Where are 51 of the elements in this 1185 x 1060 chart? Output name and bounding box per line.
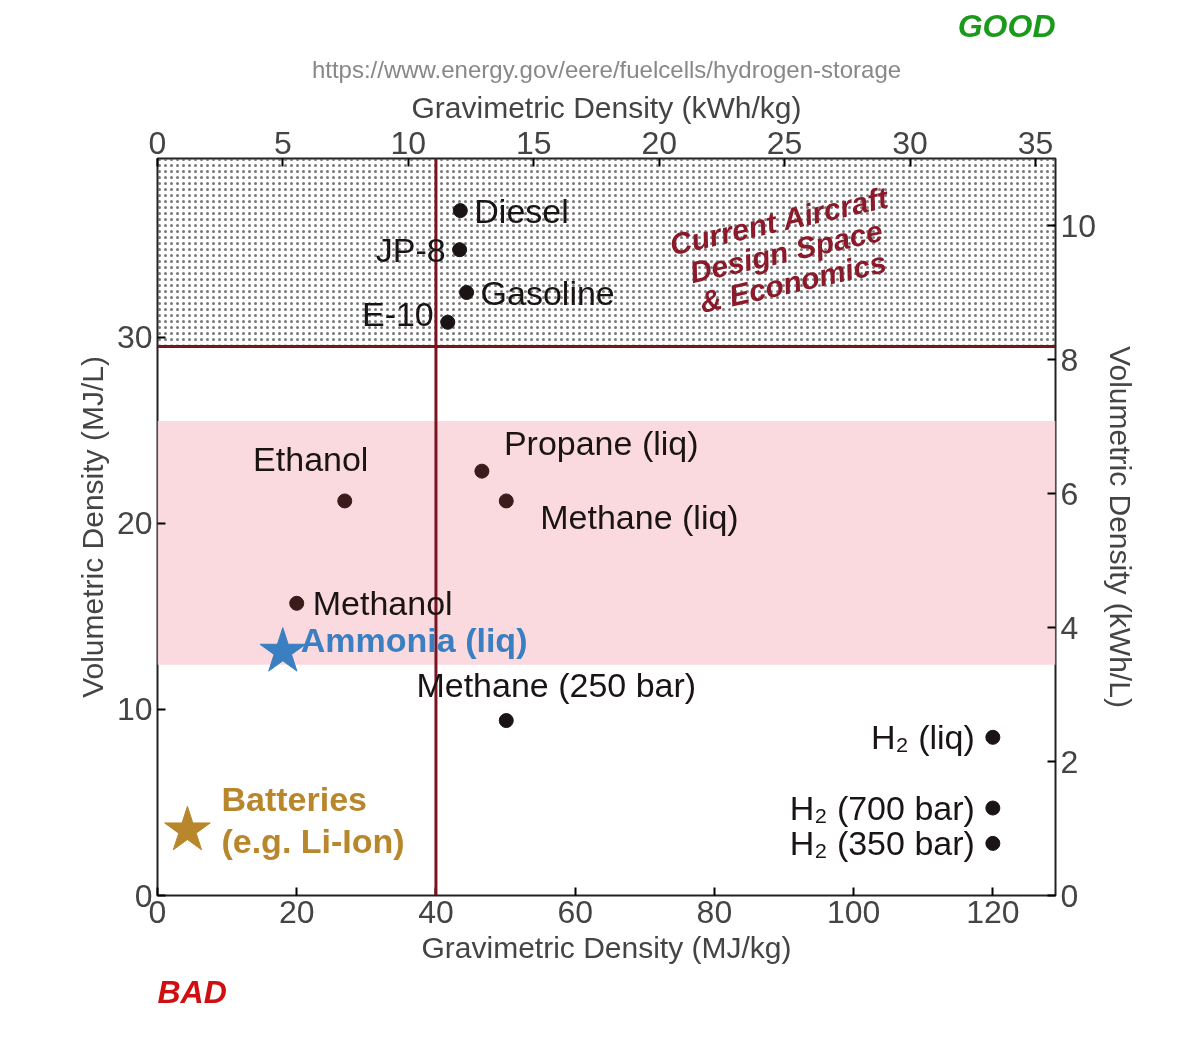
text: BAD [157,973,227,1010]
x2-axis-title: Gravimetric Density (kWh/kg) [411,90,802,124]
text: https://www.energy.gov/eere/fuelcells/hydrogen-storage [311,55,902,83]
y2-tick-label: 10 [1060,207,1097,244]
point [164,805,211,851]
series-label: E-10 [361,295,434,334]
point [985,729,1001,745]
x2-tick-label: 30 [892,124,928,161]
point [498,713,514,729]
x-tick-label: 20 [278,893,315,930]
y2-tick-label: 6 [1060,475,1079,512]
y2-axis-title: Volumetric Density (kWh/L) [1104,346,1138,708]
x-tick-label: 40 [418,893,454,930]
x-tick-label: 120 [966,893,1020,930]
point [452,242,468,258]
y2-tick-label: 4 [1060,609,1079,646]
point [452,203,468,219]
y-axis-title: Volumetric Density (MJ/L) [75,356,109,698]
x2-tick-label: 5 [274,124,292,161]
series-label: Ethanol [253,439,369,478]
point [985,800,1001,816]
x-tick-label: 80 [696,893,733,930]
x2-tick-label: 15 [515,124,552,161]
point [985,835,1001,851]
y2-tick-label: 2 [1060,743,1079,780]
series-label: Propane (liq) [503,424,699,463]
point [474,463,490,479]
y-tick-label: 20 [116,505,153,542]
point [459,285,475,300]
series-label: H₂ (700 bar) [789,789,975,828]
x-tick-label: 60 [557,893,593,930]
series-label: Diesel [474,191,569,230]
series-label: Gasoline [480,273,615,312]
y-tick-label: 10 [116,691,153,728]
y-tick-label: 30 [116,319,153,356]
x2-tick-label: 35 [1017,124,1054,161]
x2-tick-label: 10 [390,124,427,161]
point [289,595,305,611]
y2-tick-label: 8 [1060,341,1079,378]
series-label: H₂ (liq) [870,718,975,757]
text: GOOD [957,7,1056,44]
x2-tick-label: 20 [641,124,677,161]
x2-tick-label: 25 [766,124,803,161]
band-label: Current Aircraft Design Space & Economics [666,180,893,319]
point [337,493,353,509]
point [498,493,514,509]
point [440,314,456,330]
series-label: Batteries (e.g. Li-Ion) [221,780,405,861]
x-tick-label: 100 [826,893,881,930]
x-axis-title: Gravimetric Density (MJ/kg) [421,930,792,964]
series-label: Methane (liq) [540,497,739,536]
